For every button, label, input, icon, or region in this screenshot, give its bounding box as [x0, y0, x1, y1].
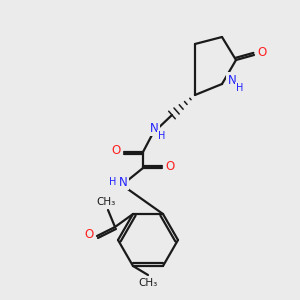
Text: N: N	[118, 176, 127, 188]
Text: O: O	[165, 160, 175, 173]
Text: H: H	[158, 131, 166, 141]
Text: N: N	[228, 74, 236, 86]
Text: CH₃: CH₃	[96, 197, 116, 207]
Text: H: H	[236, 83, 244, 93]
Text: N: N	[150, 122, 158, 134]
Text: CH₃: CH₃	[138, 278, 158, 288]
Text: O: O	[111, 145, 121, 158]
Text: O: O	[84, 229, 94, 242]
Text: H: H	[109, 177, 117, 187]
Text: O: O	[257, 46, 267, 59]
